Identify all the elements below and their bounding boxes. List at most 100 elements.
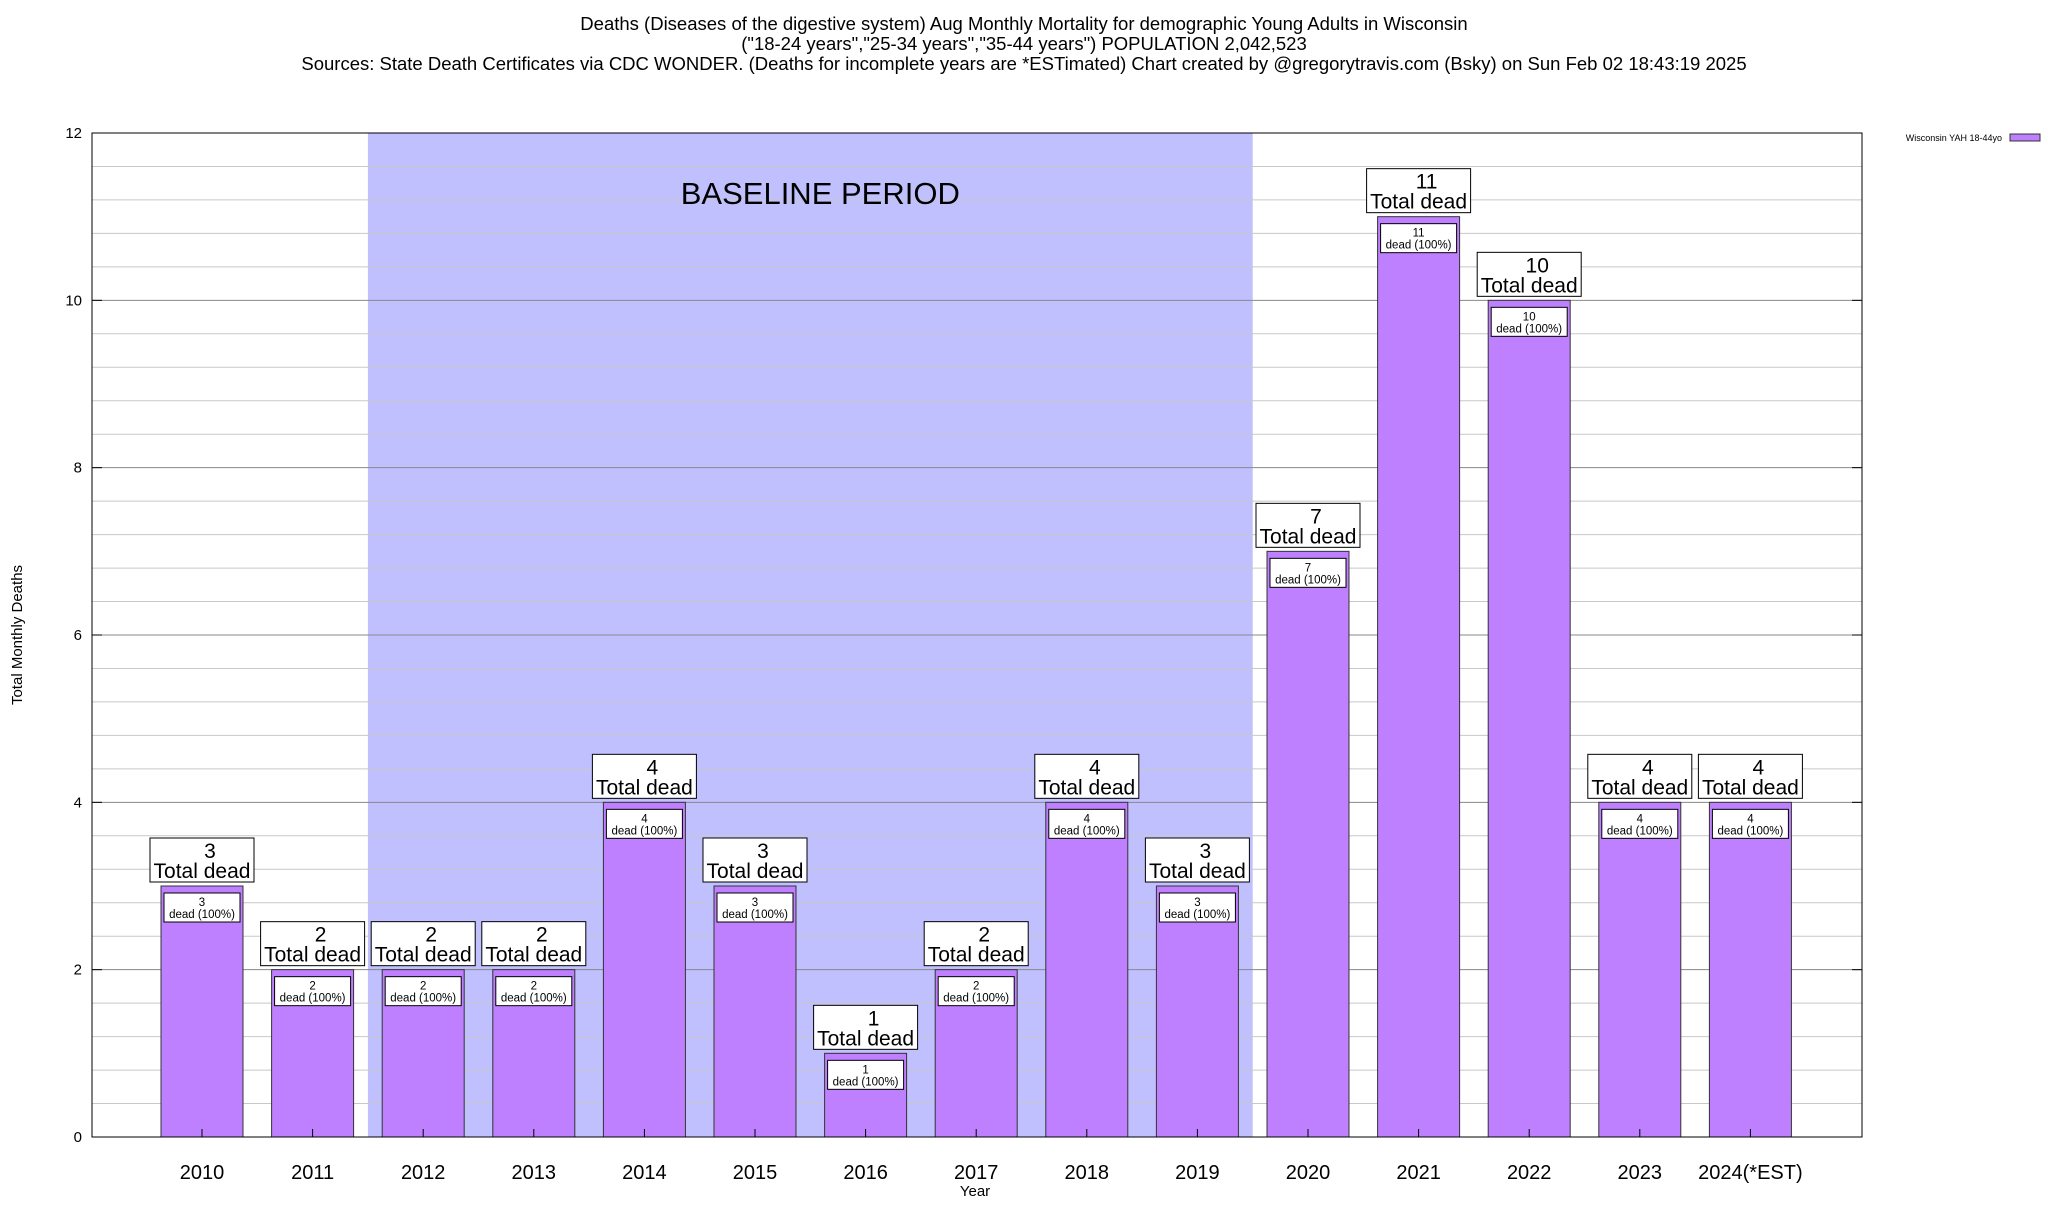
bar-inner-label-box xyxy=(1048,808,1126,839)
bar-inner-percent-label: dead (100%) xyxy=(1164,909,1230,921)
bar xyxy=(1266,550,1350,1138)
y-tick-label: 0 xyxy=(74,1129,82,1146)
x-tick-label: 2018 xyxy=(1065,1162,1110,1184)
x-tick-label: 2012 xyxy=(401,1162,446,1184)
chart-title-line: Deaths (Diseases of the digestive system… xyxy=(580,13,1467,34)
bar-total-text-label: Total dead xyxy=(707,860,804,883)
bar-total-text-label: Total dead xyxy=(485,944,582,967)
legend-label: Wisconsin YAH 18-44yo xyxy=(1906,133,2002,143)
bar-inner-percent-label: dead (100%) xyxy=(169,909,235,921)
bar-total-label-box xyxy=(702,837,808,883)
bar-inner-label-box xyxy=(274,976,352,1007)
bar-inner-value-label: 1 xyxy=(862,1064,868,1076)
x-tick-label: 2014 xyxy=(622,1162,667,1184)
bar-inner-value-label: 2 xyxy=(420,981,426,993)
bar-inner-percent-label: dead (100%) xyxy=(833,1076,899,1088)
y-axis-label: Total Monthly Deaths xyxy=(9,565,26,705)
bar xyxy=(1708,801,1792,1138)
bar-inner-percent-label: dead (100%) xyxy=(1607,825,1673,837)
bar-total-label-box xyxy=(481,921,587,967)
bar-inner-value-label: 4 xyxy=(1637,813,1644,825)
chart-title-line: ("18-24 years","25-34 years","35-44 year… xyxy=(741,33,1307,54)
bar xyxy=(1045,801,1129,1138)
x-tick-label: 2016 xyxy=(843,1162,888,1184)
bar-total-value-label: 11 xyxy=(1416,171,1438,194)
bar-total-text-label: Total dead xyxy=(1591,776,1688,799)
bar-total-value-label: 3 xyxy=(204,840,216,863)
bar-inner-label-box xyxy=(605,808,683,839)
y-tick-label: 4 xyxy=(74,794,82,811)
bar-inner-value-label: 4 xyxy=(641,813,648,825)
legend-swatch xyxy=(2009,133,2041,142)
bar-inner-value-label: 7 xyxy=(1305,562,1311,574)
bar-inner-label-box xyxy=(495,976,573,1007)
x-tick-label: 2023 xyxy=(1618,1162,1663,1184)
x-tick-label: 2020 xyxy=(1286,1162,1331,1184)
bar-inner-label-box xyxy=(827,1059,905,1090)
x-tick-label: 2024(*EST) xyxy=(1698,1162,1803,1184)
bar-inner-label-box xyxy=(163,892,241,923)
bar-total-text-label: Total dead xyxy=(817,1027,914,1050)
bar xyxy=(1598,801,1682,1138)
bar-total-value-label: 7 xyxy=(1310,505,1322,528)
bar-total-value-label: 2 xyxy=(978,924,990,947)
y-tick-label: 8 xyxy=(74,460,82,477)
bar-inner-value-label: 2 xyxy=(309,981,315,993)
bar-total-text-label: Total dead xyxy=(1370,191,1467,214)
y-tick-label: 2 xyxy=(74,962,82,979)
bar-inner-percent-label: dead (100%) xyxy=(501,993,567,1005)
bar-inner-percent-label: dead (100%) xyxy=(1496,323,1562,335)
x-tick-label: 2015 xyxy=(733,1162,778,1184)
bar-inner-label-box xyxy=(1158,892,1236,923)
bar-total-label-box xyxy=(591,753,697,799)
bar-inner-percent-label: dead (100%) xyxy=(611,825,677,837)
bar-inner-percent-label: dead (100%) xyxy=(1717,825,1783,837)
bar-total-label-box xyxy=(1034,753,1140,799)
baseline-period-label: BASELINE PERIOD xyxy=(681,176,960,211)
x-tick-label: 2013 xyxy=(512,1162,557,1184)
bar-inner-percent-label: dead (100%) xyxy=(943,993,1009,1005)
bar-total-label-box xyxy=(1144,837,1250,883)
bar-total-label-box xyxy=(1697,753,1803,799)
bar xyxy=(1377,216,1461,1138)
bar-inner-label-box xyxy=(1490,306,1568,337)
bar-inner-percent-label: dead (100%) xyxy=(280,993,346,1005)
bar-inner-value-label: 3 xyxy=(1194,897,1200,909)
bar-total-label-box xyxy=(370,921,476,967)
bar-total-text-label: Total dead xyxy=(1038,776,1135,799)
bar-total-text-label: Total dead xyxy=(928,944,1025,967)
bar-inner-label-box xyxy=(937,976,1015,1007)
bar-inner-label-box xyxy=(1711,808,1789,839)
bar-total-value-label: 4 xyxy=(1642,756,1654,779)
bar-total-value-label: 10 xyxy=(1526,254,1549,277)
bar-inner-value-label: 2 xyxy=(973,981,979,993)
y-tick-label: 10 xyxy=(65,292,82,309)
x-tick-label: 2022 xyxy=(1507,1162,1552,1184)
bar-inner-value-label: 11 xyxy=(1413,228,1425,240)
y-tick-label: 12 xyxy=(65,125,82,142)
bar-total-label-box xyxy=(1476,251,1582,297)
chart-title-line: Sources: State Death Certificates via CD… xyxy=(301,53,1746,74)
bar-total-value-label: 3 xyxy=(1200,840,1212,863)
bar-inner-label-box xyxy=(384,976,462,1007)
bar-total-value-label: 4 xyxy=(647,756,659,779)
bar-inner-label-box xyxy=(1269,557,1347,588)
bar-total-label-box xyxy=(813,1004,919,1050)
bar-total-label-box xyxy=(149,837,255,883)
y-tick-label: 6 xyxy=(74,627,82,644)
bar-inner-value-label: 2 xyxy=(531,981,537,993)
bar-total-label-box xyxy=(260,921,366,967)
bar-inner-percent-label: dead (100%) xyxy=(390,993,456,1005)
bar-total-text-label: Total dead xyxy=(264,944,361,967)
bar-total-value-label: 1 xyxy=(868,1007,880,1030)
bar-total-text-label: Total dead xyxy=(375,944,472,967)
x-axis-label: Year xyxy=(960,1183,990,1200)
bar-inner-value-label: 4 xyxy=(1747,813,1754,825)
bar-inner-value-label: 3 xyxy=(199,897,205,909)
x-tick-label: 2017 xyxy=(954,1162,999,1184)
bar-inner-value-label: 4 xyxy=(1084,813,1091,825)
bar-total-text-label: Total dead xyxy=(1260,525,1357,548)
bar-inner-percent-label: dead (100%) xyxy=(1386,240,1452,252)
bar-inner-label-box xyxy=(1601,808,1679,839)
